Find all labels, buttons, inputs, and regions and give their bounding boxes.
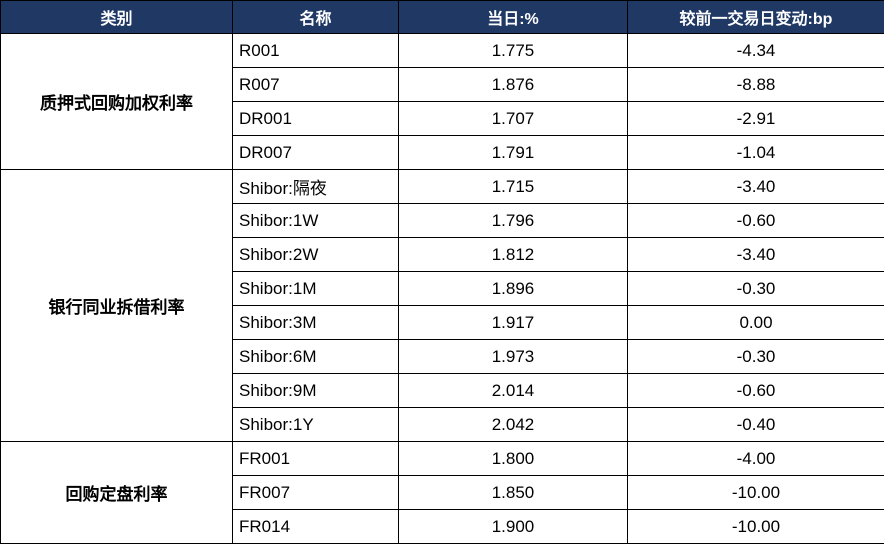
table-row: R007 1.876 -8.88 bbox=[1, 67, 884, 102]
row-rate: 1.812 bbox=[398, 237, 628, 272]
row-rate: 1.791 bbox=[398, 135, 628, 170]
table-row: DR007 1.791 -1.04 bbox=[1, 135, 884, 170]
row-name: FR007 bbox=[232, 475, 399, 510]
row-change: -4.34 bbox=[627, 33, 884, 68]
row-change: -0.30 bbox=[627, 339, 884, 374]
row-name: FR014 bbox=[232, 509, 399, 544]
category-pledged-repo: 质押式回购加权利率 bbox=[0, 33, 233, 170]
row-change: -4.00 bbox=[627, 441, 884, 476]
table-row: Shibor:1Y 2.042 -0.40 bbox=[1, 407, 884, 442]
table-row: Shibor:1W 1.796 -0.60 bbox=[1, 203, 884, 238]
row-rate: 1.900 bbox=[398, 509, 628, 544]
row-change: -3.40 bbox=[627, 169, 884, 204]
table-row: Shibor:6M 1.973 -0.30 bbox=[1, 339, 884, 374]
row-rate: 1.850 bbox=[398, 475, 628, 510]
table-row: 质押式回购加权利率 R001 1.775 -4.34 bbox=[0, 33, 884, 170]
row-name: Shibor:2W bbox=[232, 237, 399, 272]
row-name: Shibor:1M bbox=[232, 271, 399, 306]
table-row: DR001 1.707 -2.91 bbox=[1, 101, 884, 136]
row-name: R001 bbox=[232, 33, 399, 68]
row-name: DR007 bbox=[232, 135, 399, 170]
row-rate: 1.796 bbox=[398, 203, 628, 238]
row-change: -0.60 bbox=[627, 203, 884, 238]
table-row: Shibor:3M 1.917 0.00 bbox=[1, 305, 884, 340]
row-name: Shibor:1Y bbox=[232, 407, 399, 442]
header-category: 类别 bbox=[0, 0, 233, 34]
row-change: -0.60 bbox=[627, 373, 884, 408]
row-name: Shibor:9M bbox=[232, 373, 399, 408]
row-name: Shibor:6M bbox=[232, 339, 399, 374]
category-interbank-lending: 银行同业拆借利率 bbox=[0, 169, 233, 442]
row-rate: 1.896 bbox=[398, 271, 628, 306]
row-change: -3.40 bbox=[627, 237, 884, 272]
row-name: R007 bbox=[232, 67, 399, 102]
row-change: 0.00 bbox=[627, 305, 884, 340]
table-row: Shibor:2W 1.812 -3.40 bbox=[1, 237, 884, 272]
row-rate: 1.775 bbox=[398, 33, 628, 68]
header-name: 名称 bbox=[232, 0, 399, 34]
table-row: 回购定盘利率 FR001 1.800 -4.00 bbox=[0, 441, 884, 544]
category-repo-fixing: 回购定盘利率 bbox=[0, 441, 233, 544]
row-name: Shibor:1W bbox=[232, 203, 399, 238]
row-rate: 1.707 bbox=[398, 101, 628, 136]
row-name: Shibor:3M bbox=[232, 305, 399, 340]
row-change: -10.00 bbox=[627, 509, 884, 544]
row-name: DR001 bbox=[232, 101, 399, 136]
row-rate: 1.800 bbox=[398, 441, 628, 476]
header-row: 类别 名称 当日:% 较前一交易日变动:bp bbox=[0, 0, 884, 34]
table-row: FR007 1.850 -10.00 bbox=[1, 475, 884, 510]
row-change: -10.00 bbox=[627, 475, 884, 510]
row-change: -0.40 bbox=[627, 407, 884, 442]
row-name: Shibor:隔夜 bbox=[232, 169, 399, 204]
table-row: Shibor:9M 2.014 -0.60 bbox=[1, 373, 884, 408]
row-rate: 1.973 bbox=[398, 339, 628, 374]
row-rate: 1.715 bbox=[398, 169, 628, 204]
row-change: -8.88 bbox=[627, 67, 884, 102]
table-row: FR014 1.900 -10.00 bbox=[1, 509, 884, 544]
row-rate: 2.014 bbox=[398, 373, 628, 408]
row-rate: 1.876 bbox=[398, 67, 628, 102]
row-change: -0.30 bbox=[627, 271, 884, 306]
row-change: -1.04 bbox=[627, 135, 884, 170]
header-change: 较前一交易日变动:bp bbox=[627, 0, 884, 34]
row-name: FR001 bbox=[232, 441, 399, 476]
row-change: -2.91 bbox=[627, 101, 884, 136]
row-rate: 1.917 bbox=[398, 305, 628, 340]
row-rate: 2.042 bbox=[398, 407, 628, 442]
table-row: 银行同业拆借利率 Shibor:隔夜 1.715 -3.40 bbox=[0, 169, 884, 442]
header-rate: 当日:% bbox=[398, 0, 628, 34]
